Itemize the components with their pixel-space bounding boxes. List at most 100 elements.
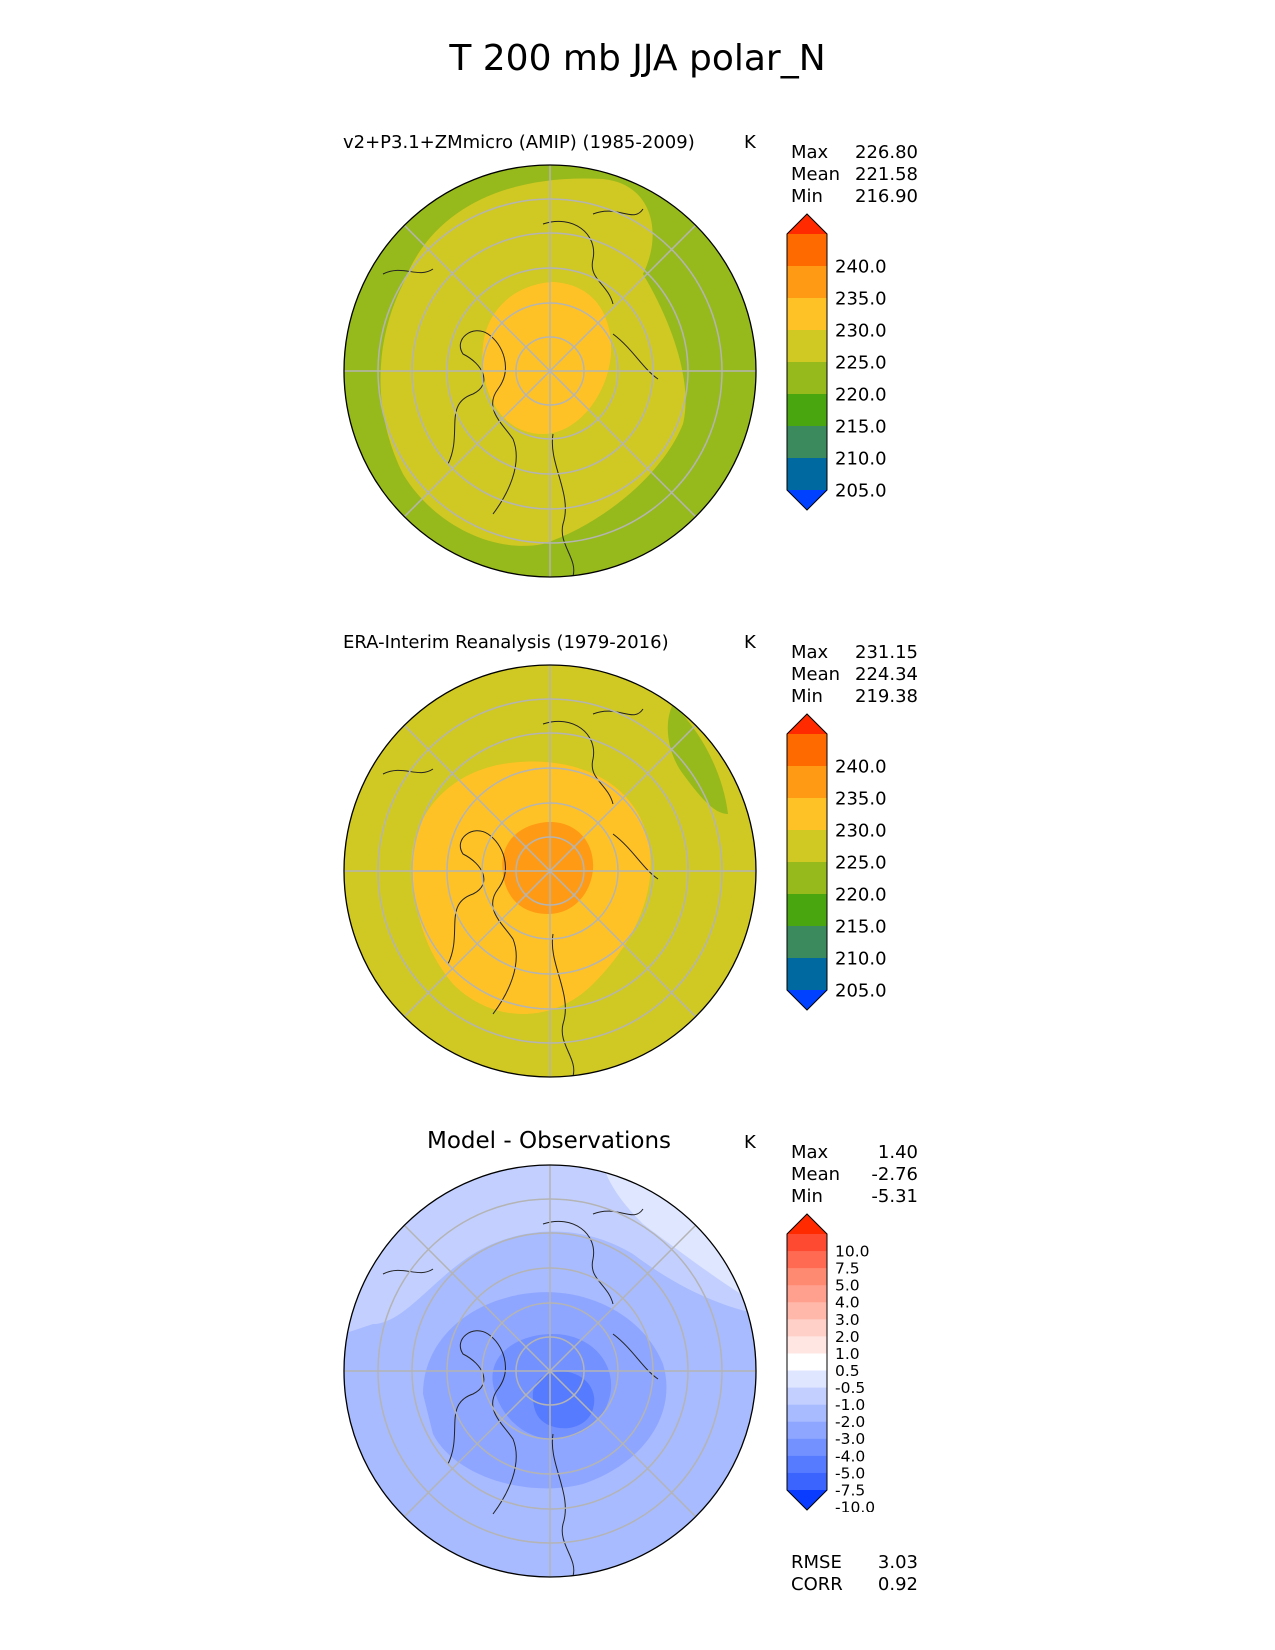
colorbar-swatch — [787, 766, 827, 799]
panel-observations: ERA-Interim Reanalysis (1979-2016) K Max… — [0, 632, 1275, 1112]
stat-min: 216.90 — [855, 186, 918, 207]
colorbar-tick-label: 225.0 — [835, 852, 887, 873]
colorbar-tick-label: 225.0 — [835, 352, 887, 373]
colorbar-outline — [786, 213, 828, 511]
colorbar-extend-min — [787, 1490, 827, 1510]
stat-min: -5.31 — [871, 1186, 918, 1207]
map-boundary — [343, 664, 757, 1078]
graticule — [344, 1165, 756, 1577]
metric-rmse: 3.03 — [877, 1552, 918, 1573]
colorbar-swatch — [787, 926, 827, 959]
stat-label: Mean — [791, 164, 841, 185]
metric-label: CORR — [791, 1574, 843, 1595]
colorbar-tick-label: 240.0 — [835, 256, 887, 277]
figure-title: T 200 mb JJA polar_N — [449, 38, 826, 79]
colorbar-swatch — [787, 266, 827, 299]
colorbar-swatch — [787, 234, 827, 267]
colorbar: 240.0 235.0 230.0 225.0 220.0 215.0 210.0 205.0… — [786, 213, 887, 511]
stat-max: 231.15 — [855, 642, 918, 663]
colorbar-swatch — [787, 394, 827, 427]
colorbar-swatch — [787, 458, 827, 491]
colorbar-tick-label: 1.0 — [835, 1345, 860, 1363]
stat-mean: 221.58 — [855, 164, 918, 185]
stat-max: 1.40 — [877, 1142, 918, 1163]
colorbar-swatch — [787, 1387, 827, 1406]
colorbar-swatch — [787, 862, 827, 895]
colorbar: 10.07.55.04.03.02.01.00.5-0.5-1.0-2.0-3.… — [786, 1213, 875, 1512]
polar-map — [343, 164, 757, 578]
colorbar-tick-label: 7.5 — [835, 1260, 860, 1278]
colorbar-tick-label: -3.0 — [835, 1430, 865, 1448]
colorbar-swatch — [787, 798, 827, 831]
colorbar-tick-label: 210.0 — [835, 448, 887, 469]
colorbar-swatch — [787, 1370, 827, 1389]
colorbar-swatch — [787, 330, 827, 363]
colorbar-extend-max — [787, 1214, 827, 1234]
colorbar-tick-label: 220.0 — [835, 384, 887, 405]
colorbar-tick-label: 2.0 — [835, 1328, 860, 1346]
colorbar-swatch — [787, 830, 827, 863]
colorbar-extend-max — [787, 214, 827, 234]
colorbar-swatch — [787, 1302, 827, 1320]
colorbar-tick-label: 230.0 — [835, 320, 887, 341]
colorbar-swatch — [787, 1234, 827, 1252]
colorbar-swatch — [787, 1421, 827, 1440]
colorbar-extend-min — [787, 490, 827, 510]
stat-label: Max — [791, 142, 829, 163]
stat-mean: -2.76 — [871, 1164, 918, 1185]
colorbar-swatch — [787, 426, 827, 459]
colorbar-tick-label: 235.0 — [835, 788, 887, 809]
colorbar-tick-label: -4.0 — [835, 1447, 865, 1465]
stat-label: Min — [791, 686, 823, 707]
graticule — [344, 665, 756, 1077]
colorbar-tick-label: -2.0 — [835, 1413, 865, 1431]
colorbar-swatch — [787, 1336, 827, 1354]
colorbar-swatch — [787, 894, 827, 927]
colorbar-tick-label: -7.5 — [835, 1481, 865, 1499]
colorbar-swatch — [787, 362, 827, 395]
colorbar-tick-label: -5.0 — [835, 1464, 865, 1482]
colorbar-extend-min — [787, 990, 827, 1010]
colorbar-swatch — [787, 1353, 827, 1372]
stat-label: Max — [791, 642, 829, 663]
colorbar-tick-label: 210.0 — [835, 948, 887, 969]
units-label: K — [744, 1132, 756, 1153]
colorbar-tick-label: 240.0 — [835, 756, 887, 777]
stat-label: Mean — [791, 1164, 841, 1185]
colorbar-tick-label: 10.0 — [835, 1242, 870, 1260]
colorbar-swatch — [787, 1404, 827, 1423]
polar-map — [343, 664, 757, 1078]
colorbar-tick-label: 205.0 — [835, 480, 887, 501]
stats-box: Max 1.40 Mean -2.76 Min -5.31 — [791, 1142, 918, 1208]
colorbar-extend-max — [787, 714, 827, 734]
stats-box: Max 226.80 Mean 221.58 Min 216.90 — [791, 142, 918, 208]
units-label: K — [744, 632, 756, 653]
field-green-patch — [667, 704, 728, 814]
stats-box: Max 231.15 Mean 224.34 Min 219.38 — [791, 642, 918, 708]
metric-label: RMSE — [791, 1552, 842, 1573]
metrics-box: RMSE 3.03 CORR 0.92 — [791, 1552, 918, 1596]
stat-label: Min — [791, 1186, 823, 1207]
field-cap — [482, 282, 612, 434]
panel-title: v2+P3.1+ZMmicro (AMIP) (1985-2009) — [343, 132, 695, 153]
colorbar-tick-label: 5.0 — [835, 1277, 860, 1295]
stat-label: Max — [791, 1142, 829, 1163]
map-boundary — [343, 164, 757, 578]
colorbar-swatch — [787, 958, 827, 991]
stat-max: 226.80 — [855, 142, 918, 163]
colorbar-tick-label: -0.5 — [835, 1379, 865, 1397]
panel-difference: Model - Observations K Max 1.40 Mean -2.76… — [0, 1128, 1275, 1612]
colorbar-tick-label: -1.0 — [835, 1396, 865, 1414]
colorbar-swatch — [787, 1319, 827, 1337]
colorbar-swatch — [787, 298, 827, 331]
metric-corr: 0.92 — [877, 1574, 918, 1595]
colorbar: 240.0 235.0 230.0 225.0 220.0 215.0 210.0 205.0… — [786, 713, 887, 1011]
colorbar-tick-label: 215.0 — [835, 416, 887, 437]
colorbar-swatch — [787, 734, 827, 767]
colorbar-swatch — [787, 1472, 827, 1491]
colorbar-tick-label: 230.0 — [835, 820, 887, 841]
map-boundary — [343, 1164, 757, 1578]
stat-label: Min — [791, 186, 823, 207]
colorbar-tick-label: 215.0 — [835, 916, 887, 937]
colorbar-tick-label: 3.0 — [835, 1311, 860, 1329]
